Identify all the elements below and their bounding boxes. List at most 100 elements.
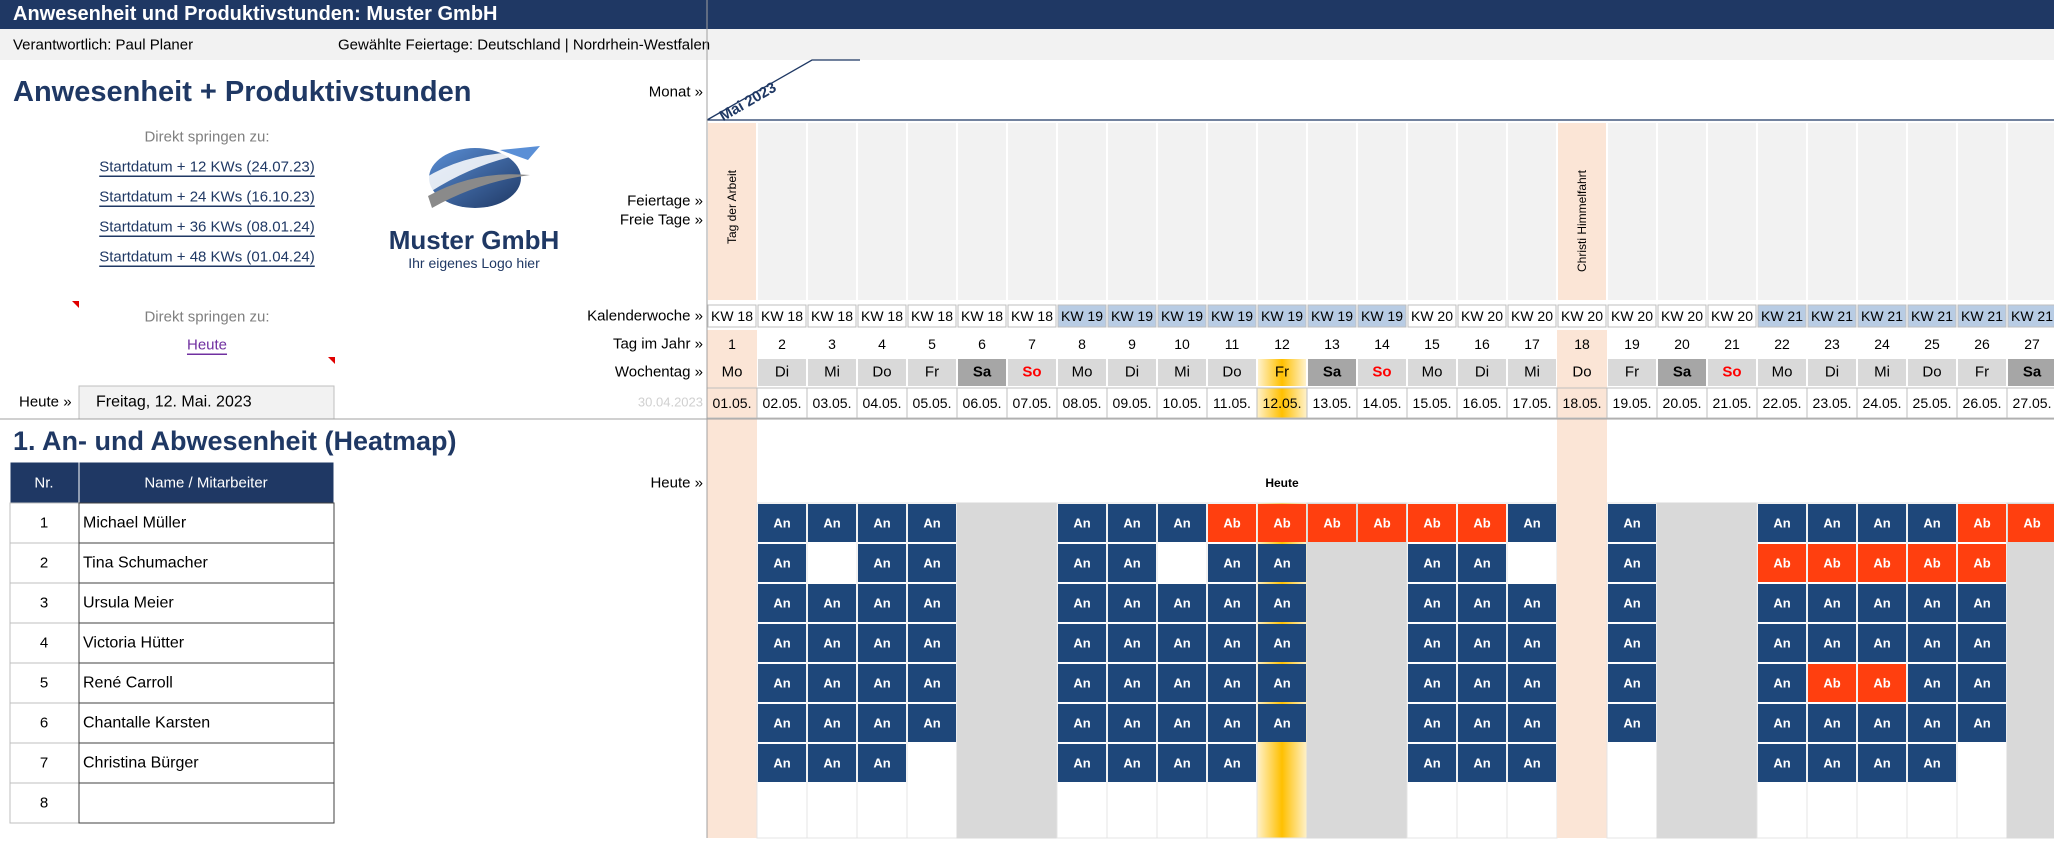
week-cell — [1807, 304, 1857, 328]
day-of-year: 4 — [878, 336, 886, 352]
heatmap-column — [1706, 502, 1758, 839]
date-cell — [1756, 387, 1808, 419]
row-label: Heute » — [650, 475, 703, 492]
status-label: Ab — [1973, 556, 1990, 571]
jump-link[interactable]: Startdatum + 12 KWs (24.07.23) — [99, 159, 315, 176]
timeline-grid: Tag der Arbeit KW 18 1 Mo 01.05. KW 18 2 Di 02.0… — [9, 121, 2054, 839]
weekday-cell — [1158, 359, 1206, 386]
week-cell — [1757, 304, 1807, 328]
status-label: An — [1823, 596, 1840, 611]
day-of-year: 14 — [1374, 336, 1390, 352]
status-cell — [858, 544, 906, 582]
weekday: Mi — [1874, 364, 1890, 381]
date: 26.05. — [1963, 395, 2002, 411]
weekday-cell — [1408, 359, 1456, 386]
date-cell — [1556, 387, 1608, 419]
week-cell — [1407, 304, 1457, 328]
week-label: KW 18 — [711, 308, 753, 324]
day-of-year: 9 — [1128, 336, 1136, 352]
date: 15.05. — [1413, 395, 1452, 411]
status-cell — [1908, 504, 1956, 542]
status-label: An — [1223, 716, 1240, 731]
date-cell — [1406, 387, 1458, 419]
name-cell — [78, 582, 335, 624]
nr-cell — [9, 502, 80, 544]
holiday-area — [1956, 121, 2008, 302]
status-label: An — [1173, 676, 1190, 691]
status-label: An — [1123, 676, 1140, 691]
nr-cell — [9, 742, 80, 784]
day-of-year: 22 — [1774, 336, 1790, 352]
date-cell — [1906, 387, 1958, 419]
status-label: An — [1473, 636, 1490, 651]
status-cell — [1058, 584, 1106, 622]
status-cell — [758, 544, 806, 582]
today-link[interactable]: Heute — [187, 337, 227, 354]
week-label: KW 21 — [1961, 308, 2003, 324]
weekday-cell — [1658, 359, 1706, 386]
today-marker: Heute — [1265, 476, 1299, 490]
status-label: An — [773, 716, 790, 731]
holiday-area — [1606, 121, 1658, 302]
status-label: An — [1873, 516, 1890, 531]
week-label: KW 20 — [1611, 308, 1653, 324]
status-cell — [2008, 504, 2054, 542]
date-cell — [856, 387, 908, 419]
week-cell — [1857, 304, 1907, 328]
day-of-year: 15 — [1424, 336, 1440, 352]
status-label: An — [773, 516, 790, 531]
status-cell — [758, 704, 806, 742]
date: 17.05. — [1513, 395, 1552, 411]
status-cell — [1108, 624, 1156, 662]
status-cell — [1358, 504, 1406, 542]
weekday: Mo — [722, 364, 743, 381]
status-label: An — [1073, 716, 1090, 731]
row-number: 5 — [40, 675, 48, 692]
status-cell — [1058, 624, 1106, 662]
weekday: Mi — [824, 364, 840, 381]
logo-tagline: Ihr eigenes Logo hier — [408, 255, 540, 271]
week-label: KW 18 — [761, 308, 803, 324]
status-cell — [1458, 664, 1506, 702]
row-number: 1 — [40, 515, 48, 532]
weekday: Mo — [1422, 364, 1443, 381]
status-cell — [1908, 544, 1956, 582]
jump-link[interactable]: Startdatum + 36 KWs (08.01.24) — [99, 219, 315, 236]
date-cell — [1106, 387, 1158, 419]
status-cell — [758, 584, 806, 622]
holiday-area — [706, 121, 758, 302]
jump-link[interactable]: Startdatum + 48 KWs (01.04.24) — [99, 249, 315, 266]
status-cell — [858, 704, 906, 742]
status-label: An — [1273, 596, 1290, 611]
date-cell — [1056, 387, 1108, 419]
status-label: An — [1423, 636, 1440, 651]
status-label: An — [1073, 596, 1090, 611]
week-cell — [1507, 304, 1557, 328]
holiday-area — [1906, 121, 1958, 302]
heatmap-column — [1656, 502, 1708, 839]
weekday: Mo — [1072, 364, 1093, 381]
holiday-region: Gewählte Feiertage: Deutschland | Nordrh… — [338, 37, 710, 54]
status-label: An — [1073, 756, 1090, 771]
row-label: Tag im Jahr » — [613, 336, 703, 353]
status-label: An — [873, 716, 890, 731]
logo-arrow — [500, 146, 540, 160]
week-cell — [1457, 304, 1507, 328]
weekday-cell — [1508, 359, 1556, 386]
date-cell — [1456, 387, 1508, 419]
status-cell — [1408, 504, 1456, 542]
jump-label: Direkt springen zu: — [144, 309, 269, 326]
status-label: An — [823, 676, 840, 691]
status-cell — [1058, 744, 1106, 782]
week-cell — [1607, 304, 1657, 328]
jump-link[interactable]: Startdatum + 24 KWs (16.10.23) — [99, 189, 315, 206]
weekday-cell — [1708, 359, 1756, 386]
nr-cell — [9, 542, 80, 584]
week-label: KW 21 — [1861, 308, 1903, 324]
status-cell — [1258, 504, 1306, 542]
status-cell — [1158, 504, 1206, 542]
day-of-year: 25 — [1924, 336, 1940, 352]
day-of-year: 10 — [1174, 336, 1190, 352]
weekday: So — [1722, 364, 1741, 381]
status-cell — [858, 664, 906, 702]
